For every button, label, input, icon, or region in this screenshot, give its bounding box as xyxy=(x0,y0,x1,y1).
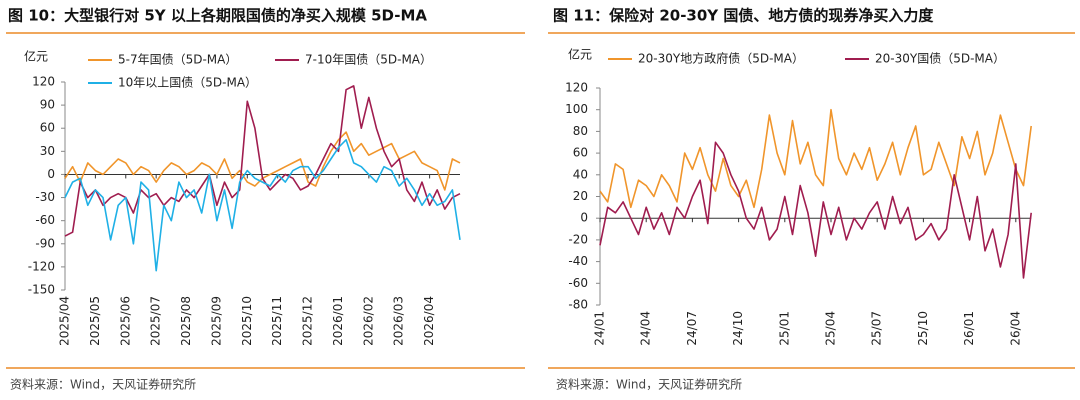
y-tick-label: 40 xyxy=(573,167,588,181)
series-line xyxy=(64,139,461,272)
y-tick-label: -40 xyxy=(568,254,588,268)
y-unit: 亿元 xyxy=(568,47,592,62)
y-tick-label: -60 xyxy=(35,213,55,227)
x-tick-label: 2025/11 xyxy=(270,296,284,346)
y-tick-label: -150 xyxy=(28,283,55,297)
x-tick-label: 2026/04 xyxy=(422,296,436,346)
legend-label: 20-30Y国债（5D-MA） xyxy=(875,52,1005,66)
chart-title: 图 10：大型银行对 5Y 以上各期限国债的净买入规模 5D-MA xyxy=(8,7,427,25)
legend-label: 20-30Y地方政府债（5D-MA） xyxy=(638,51,804,66)
x-tick-label: 24/10 xyxy=(731,311,745,346)
x-tick-label: 2025/10 xyxy=(240,296,254,346)
x-tick-label: 24/07 xyxy=(685,311,699,346)
legend-label: 5-7年国债（5D-MA） xyxy=(118,53,237,67)
x-tick-label: 2025/08 xyxy=(179,296,193,346)
x-tick-label: 26/01 xyxy=(962,311,976,346)
series-line xyxy=(599,108,1032,209)
legend-label: 10年以上国债（5D-MA） xyxy=(118,76,257,90)
source: 资料来源：Wind，天风证券研究所 xyxy=(10,377,196,392)
x-tick-label: 2025/06 xyxy=(118,296,132,346)
x-tick-label: 2026/03 xyxy=(392,296,406,346)
y-tick-label: 0 xyxy=(47,167,55,181)
y-tick-label: -60 xyxy=(568,276,588,290)
y-unit: 亿元 xyxy=(24,49,48,64)
y-tick-label: 20 xyxy=(573,189,588,203)
y-tick-label: 90 xyxy=(40,98,55,112)
x-tick-label: 24/04 xyxy=(639,311,653,346)
y-tick-label: 0 xyxy=(580,211,588,225)
source: 资料来源：Wind，天风证券研究所 xyxy=(556,377,742,392)
x-tick-label: 2026/02 xyxy=(361,296,375,346)
y-tick-label: -30 xyxy=(35,190,55,204)
series-line xyxy=(599,141,1032,279)
x-tick-label: 2025/12 xyxy=(301,296,315,346)
series-line xyxy=(64,85,461,237)
y-tick-label: 120 xyxy=(565,81,588,95)
chart-title: 图 11：保险对 20-30Y 国债、地方债的现券净买入力度 xyxy=(553,7,934,25)
x-tick-label: 2026/01 xyxy=(331,296,345,346)
x-tick-label: 2025/05 xyxy=(88,296,102,346)
legend-label: 7-10年国债（5D-MA） xyxy=(305,53,432,67)
y-tick-label: -20 xyxy=(568,232,588,246)
y-tick-label: 120 xyxy=(32,75,55,89)
x-tick-label: 2025/07 xyxy=(149,296,163,346)
y-tick-label: -90 xyxy=(35,236,55,250)
y-tick-label: 100 xyxy=(565,102,588,116)
y-tick-label: 60 xyxy=(573,146,588,160)
x-tick-label: 25/07 xyxy=(870,311,884,346)
x-tick-label: 2025/04 xyxy=(58,296,72,346)
x-tick-label: 26/04 xyxy=(1008,311,1022,346)
x-tick-label: 25/04 xyxy=(824,311,838,346)
x-tick-label: 25/01 xyxy=(777,311,791,346)
y-tick-label: 60 xyxy=(40,121,55,135)
y-tick-label: 30 xyxy=(40,144,55,158)
x-tick-label: 2025/09 xyxy=(209,296,223,346)
y-tick-label: 80 xyxy=(573,124,588,138)
x-tick-label: 25/10 xyxy=(916,311,930,346)
y-tick-label: -80 xyxy=(568,298,588,312)
x-tick-label: 24/01 xyxy=(593,311,607,346)
y-tick-label: -120 xyxy=(28,259,55,273)
